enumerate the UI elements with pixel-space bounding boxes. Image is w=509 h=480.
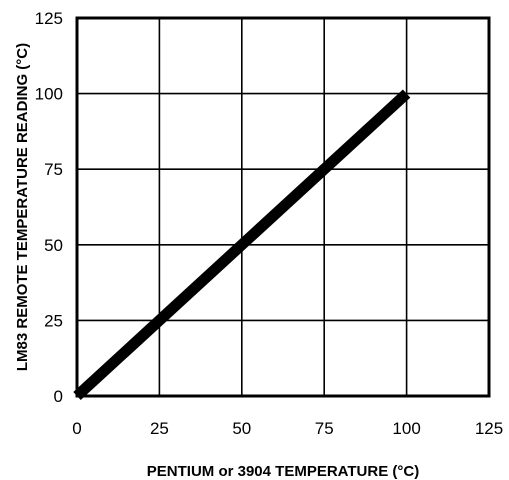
x-axis-ticks: 0 25 50 75 100 125 — [72, 419, 503, 438]
y-tick-label-5: 125 — [35, 9, 63, 28]
grid — [77, 18, 489, 396]
x-tick-label-2: 50 — [232, 419, 251, 438]
y-tick-label-4: 100 — [35, 85, 63, 104]
y-tick-label-2: 50 — [44, 236, 63, 255]
x-tick-label-4: 100 — [392, 419, 420, 438]
x-axis-title: PENTIUM or 3904 TEMPERATURE (°C) — [147, 463, 419, 480]
y-axis-title: LM83 REMOTE TEMPERATURE READING (°C) — [14, 43, 31, 371]
x-tick-label-3: 75 — [315, 419, 334, 438]
y-tick-label-0: 0 — [54, 387, 63, 406]
x-tick-label-5: 125 — [475, 419, 503, 438]
x-tick-label-1: 25 — [150, 419, 169, 438]
plot-frame — [75, 16, 491, 398]
series-line-0 — [73, 89, 411, 401]
x-tick-label-0: 0 — [72, 419, 81, 438]
y-axis-ticks: 0 25 50 75 100 125 — [35, 9, 63, 406]
y-tick-label-3: 75 — [44, 160, 63, 179]
series-layer — [73, 89, 411, 401]
y-tick-label-1: 25 — [44, 311, 63, 330]
